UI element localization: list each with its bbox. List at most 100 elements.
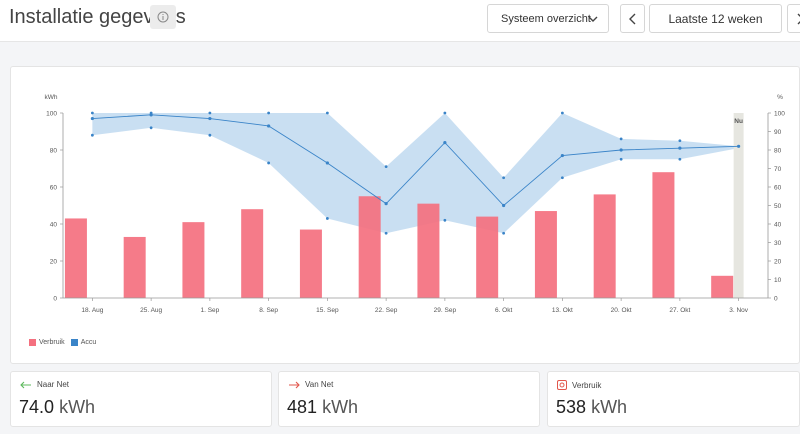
accu-point (502, 203, 506, 208)
stat-label-row: Van Net (288, 380, 333, 389)
y-right-tick-label: 100 (774, 110, 785, 117)
stat-card-van-net: Van Net 481 kWh (278, 371, 540, 427)
accu-max-point (325, 111, 329, 115)
chevron-right-icon (797, 13, 800, 24)
accu-point (443, 141, 447, 145)
arrow-right-icon (289, 381, 300, 388)
accu-max-point (208, 111, 212, 115)
accu-point (384, 202, 388, 206)
stat-value: 538 (556, 397, 587, 417)
view-select-value: Systeem overzicht (501, 12, 591, 25)
verbruik-bar (593, 194, 616, 298)
stat-value-row: 74.0 kWh (19, 397, 95, 418)
period-range[interactable]: Laatste 12 weken (649, 4, 782, 33)
accu-point (149, 113, 153, 117)
accu-min-point (149, 126, 153, 130)
y-right-tick-label: 50 (774, 203, 782, 210)
stat-value: 481 (287, 397, 318, 417)
verbruik-bar (711, 275, 734, 298)
chart-axes: 0 20 40 60 80 100 kWh 0 10 20 30 40 50 60 70 80 90 100% 18… (45, 94, 786, 314)
stat-unit: kWh (59, 397, 96, 417)
y-right-axis-label: % (777, 94, 783, 101)
x-tick-label: 6. Okt (495, 307, 513, 314)
page-title: Installatie gegevens (9, 6, 186, 28)
accu-max-point (502, 176, 506, 180)
stat-card-naar-net: Naar Net 74.0 kWh (10, 371, 272, 427)
accu-point (560, 153, 564, 158)
accu-min-point (325, 217, 329, 220)
accu-min-point (443, 218, 447, 222)
accu-min-point (560, 176, 564, 180)
now-column (733, 113, 744, 298)
legend-swatch-accu (70, 339, 78, 346)
y-right-tick-label: 0 (774, 295, 778, 302)
verbruik-bar (241, 209, 264, 298)
accu-min-point (384, 231, 388, 235)
accu-max-point (267, 111, 271, 115)
x-tick-label: 22. Sep (375, 307, 398, 314)
stat-label: Van Net (305, 380, 334, 389)
verbruik-bar (64, 218, 87, 298)
x-tick-label: 29. Sep (434, 307, 457, 314)
x-tick-label: 1. Sep (200, 307, 219, 314)
accu-max-point (560, 111, 564, 115)
view-select[interactable]: Systeem overzicht (487, 4, 609, 33)
y-left-tick-label: 20 (50, 258, 58, 265)
x-tick-label: 3. Nov (729, 307, 749, 314)
stat-label: Naar Net (37, 380, 70, 389)
y-right-tick-label: 70 (774, 166, 782, 173)
y-left-tick-label: 80 (50, 147, 58, 154)
verbruik-bar (417, 203, 440, 298)
stat-label-row: Verbruik (557, 380, 601, 390)
accu-min-point (619, 157, 623, 161)
accu-line-path (92, 114, 739, 207)
stat-card-verbruik: Verbruik 538 kWh (547, 371, 800, 427)
stat-unit: kWh (591, 397, 628, 417)
verbruik-bar (476, 216, 499, 298)
legend-item-accu[interactable]: Accu (70, 339, 96, 346)
accu-point (267, 124, 271, 128)
accu-point (678, 146, 682, 150)
accu-point (737, 144, 741, 148)
accu-point (325, 161, 329, 165)
x-tick-label: 25. Aug (140, 307, 162, 314)
verbruik-bar (534, 211, 557, 298)
info-button[interactable] (150, 5, 176, 29)
y-right-tick-label: 10 (774, 277, 782, 284)
x-tick-label: 20. Okt (611, 307, 632, 314)
y-right-tick-label: 80 (774, 147, 782, 154)
accu-min-point (90, 133, 94, 137)
y-left-axis-label: kWh (45, 94, 58, 101)
verbruik-bar (299, 229, 322, 298)
now-label: Nu (734, 118, 743, 125)
accu-point (208, 116, 212, 121)
now-marker: Nu (733, 113, 744, 298)
accu-line (90, 113, 741, 208)
y-right-tick-label: 60 (774, 184, 782, 191)
usage-chart: Nu 0 20 40 60 80 100 kWh 0 10 20 30 40 50 60 70 80 90 100… (45, 94, 786, 314)
accu-point (90, 116, 94, 121)
y-left-tick-label: 60 (50, 184, 58, 191)
accu-point (619, 148, 623, 152)
stat-value-row: 538 kWh (556, 397, 627, 418)
arrow-left-icon (20, 381, 31, 388)
legend-swatch-verbruik (29, 339, 36, 346)
chart-card: Nu 0 20 40 60 80 100 kWh 0 10 20 30 40 50 60 70 80 90 100… (10, 66, 800, 364)
consumption-icon (557, 380, 567, 390)
stat-label-row: Naar Net (20, 380, 69, 389)
verbruik-bars (64, 172, 734, 298)
x-tick-label: 18. Aug (81, 307, 103, 314)
accu-max-point (443, 111, 447, 115)
accu-min-point (502, 231, 506, 235)
stat-value-row: 481 kWh (287, 397, 358, 418)
x-tick-label: 13. Okt (552, 307, 573, 314)
x-tick-label: 27. Okt (669, 307, 690, 314)
previous-period-button[interactable] (620, 4, 645, 33)
verbruik-bar (358, 196, 381, 298)
stat-unit: kWh (322, 397, 359, 417)
verbruik-bar (652, 172, 675, 298)
y-right-tick-label: 40 (774, 221, 782, 228)
next-period-button[interactable] (787, 4, 800, 33)
legend-item-verbruik[interactable]: Verbruik (29, 339, 65, 346)
stat-value: 74.0 (19, 397, 55, 417)
